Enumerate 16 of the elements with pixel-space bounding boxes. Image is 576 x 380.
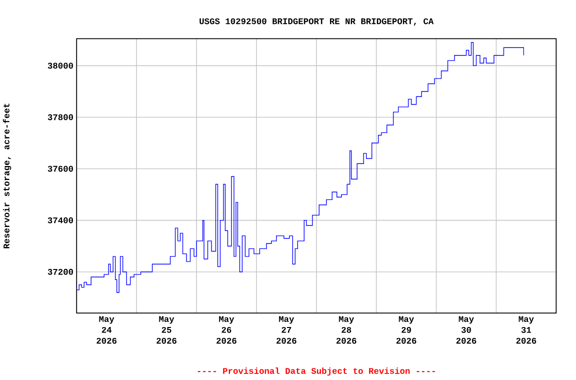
x-tick-label: May 26 2026 — [216, 316, 236, 344]
x-tick-label: May 28 2026 — [336, 316, 356, 344]
y-tick-label: 38000 — [48, 62, 74, 68]
x-tick-label: May 24 2026 — [96, 316, 117, 344]
x-tick-label: May 30 2026 — [456, 316, 476, 344]
x-tick-label: May 27 2026 — [276, 316, 296, 344]
y-tick-label: 37200 — [48, 268, 74, 275]
chart-title: USGS 10292500 BRIDGEPORT RE NR BRIDGEPORT, CA — [200, 18, 434, 26]
text: ---- Provisional Data Subject to Revision ---- — [198, 367, 435, 376]
x-tick-label: May 25 2026 — [156, 316, 176, 344]
y-tick-label: 37400 — [48, 217, 74, 224]
y-axis-title: Reservoir storage, acre-feet — [2, 103, 12, 248]
x-tick-label: May 29 2026 — [396, 316, 416, 344]
x-tick-label: May 31 2026 — [516, 316, 536, 344]
y-tick-label: 37800 — [48, 114, 74, 120]
y-tick-label: 37600 — [48, 166, 74, 172]
